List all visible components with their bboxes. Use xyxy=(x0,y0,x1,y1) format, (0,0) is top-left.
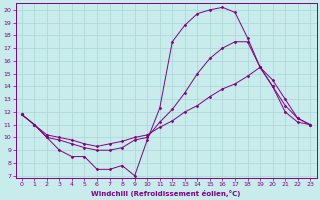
X-axis label: Windchill (Refroidissement éolien,°C): Windchill (Refroidissement éolien,°C) xyxy=(91,190,241,197)
